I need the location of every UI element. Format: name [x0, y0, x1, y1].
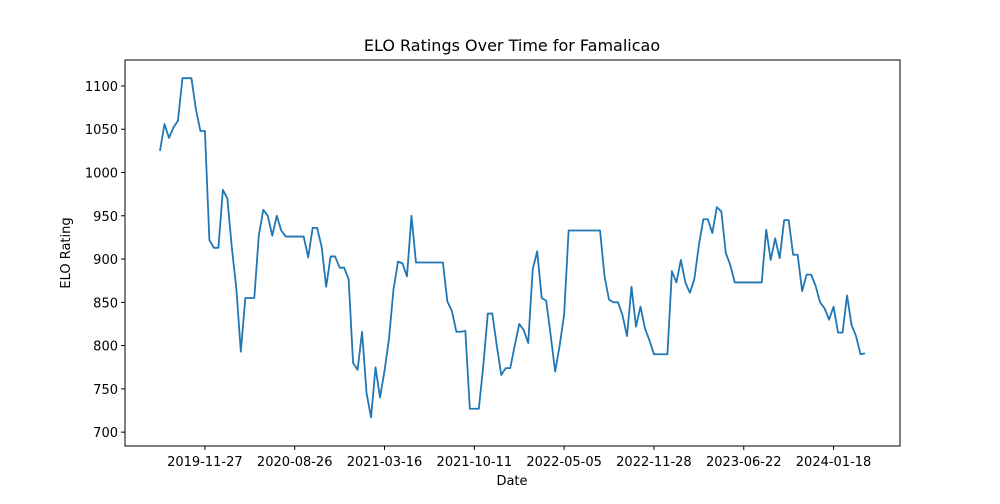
- y-tick-label: 750: [93, 383, 118, 398]
- y-tick-label: 700: [93, 426, 118, 441]
- x-tick-label: 2022-11-28: [616, 455, 692, 470]
- y-tick-label: 1000: [85, 167, 118, 182]
- x-tick-label: 2023-06-22: [706, 455, 782, 470]
- x-tick-label: 2021-03-16: [347, 455, 423, 470]
- plot-frame: [124, 59, 901, 447]
- y-axis-label: ELO Rating: [59, 217, 74, 288]
- y-tick-label: 1050: [85, 123, 118, 138]
- data-line: [159, 77, 866, 419]
- y-tick-label: 850: [93, 296, 118, 311]
- x-tick-label: 2019-11-27: [167, 455, 243, 470]
- x-tick-label: 2022-05-05: [526, 455, 602, 470]
- x-axis-label: Date: [496, 474, 527, 489]
- y-tick-label: 800: [93, 340, 118, 355]
- y-tick-label: 900: [93, 253, 118, 268]
- chart-title: ELO Ratings Over Time for Famalicao: [364, 36, 660, 55]
- y-tick-label: 950: [93, 210, 118, 225]
- x-tick-label: 2020-08-26: [257, 455, 333, 470]
- plot-area: 700 750 800 850 900 950 1000 1050 1100 2019-11-27…: [85, 77, 872, 470]
- y-tick-label: 1100: [85, 80, 118, 95]
- x-tick-label: 2021-10-11: [437, 455, 513, 470]
- x-tick-label: 2024-01-18: [796, 455, 872, 470]
